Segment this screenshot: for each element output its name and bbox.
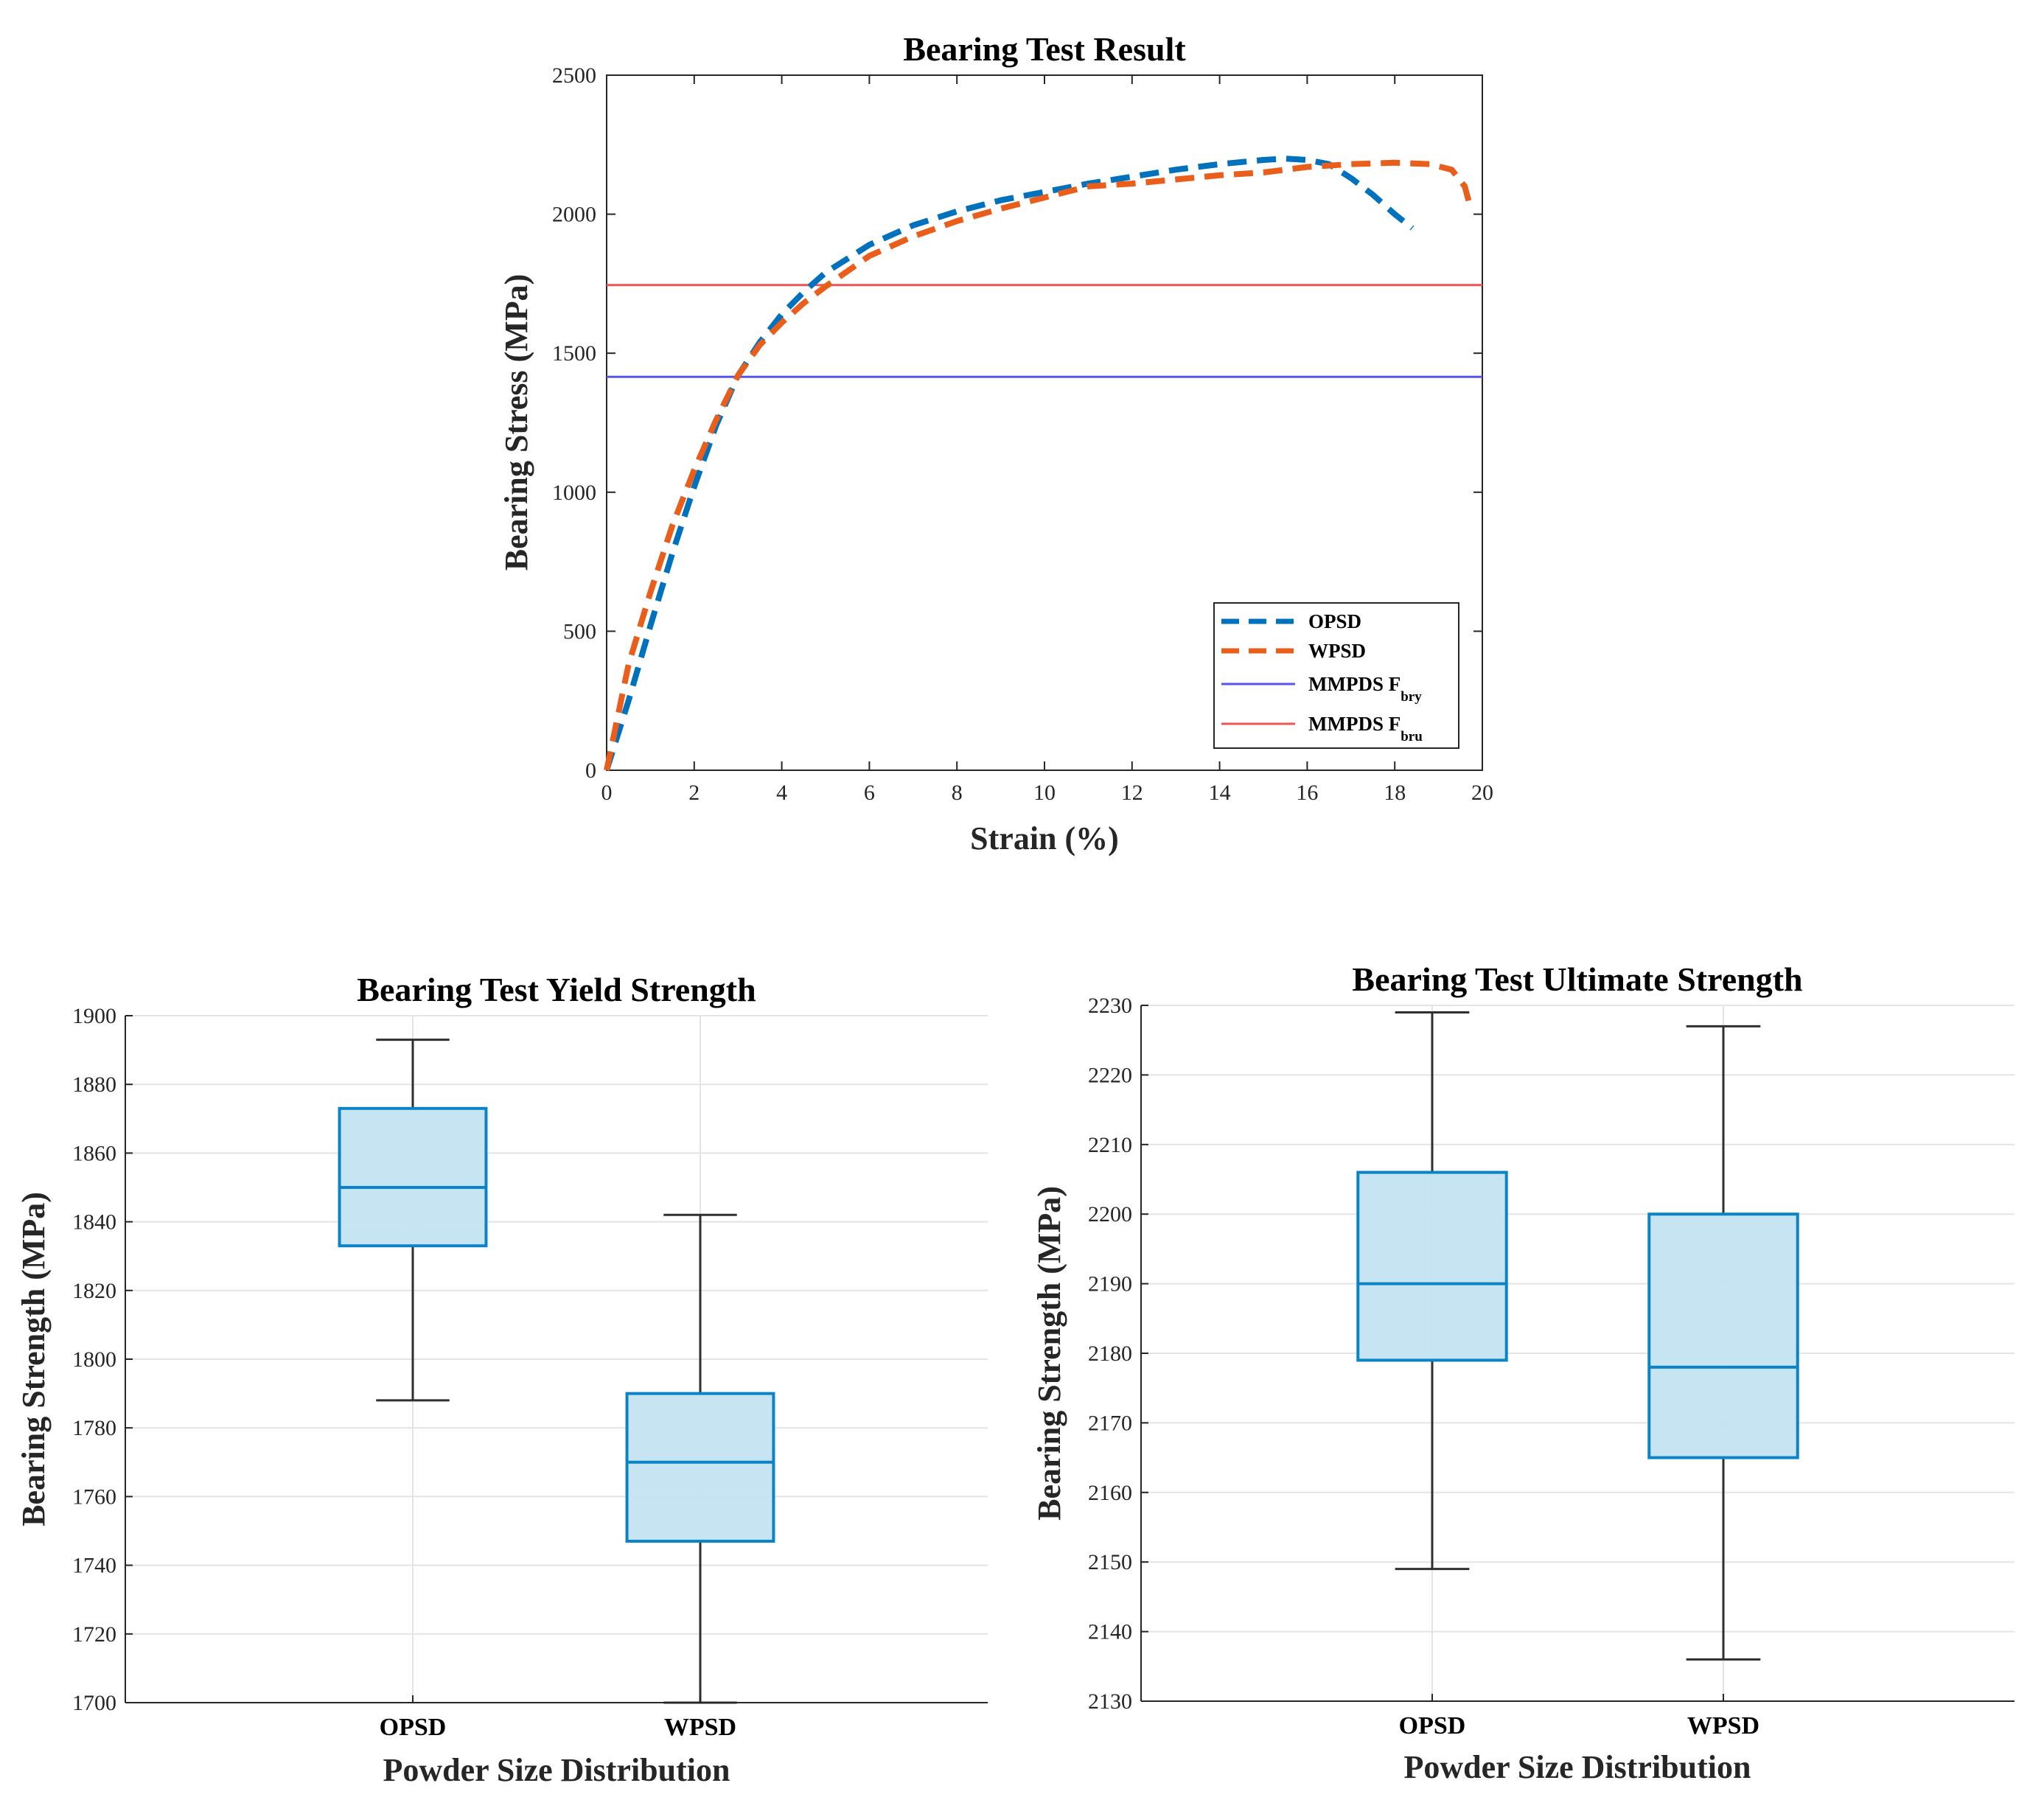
legend-fbru-label: MMPDS Fbru xyxy=(1308,713,1423,744)
legend-opsd-label: OPSD xyxy=(1308,610,1361,632)
chart2-boxes xyxy=(338,1039,775,1704)
x-tick-label: 4 xyxy=(776,781,787,805)
chart3-title: Bearing Test Ultimate Strength xyxy=(1352,960,1802,998)
y-tick-label: 1860 xyxy=(72,1141,116,1165)
box-wpsd xyxy=(625,1213,775,1704)
x-tick-label: 20 xyxy=(1471,781,1493,805)
y-tick-label: 1500 xyxy=(552,341,596,366)
chart2-ticks: 1700 1720 1740 1760 1780 1800 1820 1840 1860 1880… xyxy=(72,1004,736,1741)
iqr-box xyxy=(338,1106,488,1248)
x-tick-label: 10 xyxy=(1033,781,1056,805)
legend-fbry-sub: bry xyxy=(1401,689,1422,705)
chart3-x-axis-label: Powder Size Distribution xyxy=(1404,1749,1751,1785)
chart3-ticks: 2130 2140 2150 2160 2170 2180 2190 2200 2210 2220… xyxy=(1088,994,1759,1740)
iqr-box xyxy=(625,1392,775,1543)
legend-fbru-sub: bru xyxy=(1401,729,1423,744)
chart1-legend: OPSD WPSD MMPDS Fbry MMPDS Fbru xyxy=(1213,602,1459,749)
y-tick-label: 1880 xyxy=(72,1072,116,1097)
y-tick-label: 2230 xyxy=(1088,994,1132,1018)
y-tick-label: 2160 xyxy=(1088,1481,1132,1505)
x-tick-label: WPSD xyxy=(664,1714,736,1741)
yield-strength-boxplot: Bearing Test Yield Strength 1700 1720 1740… xyxy=(15,971,988,1788)
chart1-y-axis-label: Bearing Stress (MPa) xyxy=(498,274,534,570)
y-tick-label: 2500 xyxy=(552,63,596,88)
chart2-title: Bearing Test Yield Strength xyxy=(357,971,756,1008)
wpsd-series-line xyxy=(604,159,1473,771)
y-tick-label: 2000 xyxy=(552,203,596,227)
legend-fbru-name: MMPDS F xyxy=(1308,713,1401,735)
chart1-title: Bearing Test Result xyxy=(903,30,1186,68)
y-tick-label: 1000 xyxy=(552,481,596,505)
x-tick-label: 0 xyxy=(601,781,613,805)
y-tick-label: 1700 xyxy=(72,1691,116,1715)
opsd-series-line xyxy=(604,156,1415,772)
box-wpsd xyxy=(1647,1025,1799,1661)
box-opsd xyxy=(338,1039,488,1402)
y-tick-label: 1740 xyxy=(72,1554,116,1578)
ultimate-strength-boxplot: Bearing Test Ultimate Strength 213021402… xyxy=(1031,960,2015,1785)
y-tick-label: 2190 xyxy=(1088,1272,1132,1297)
x-tick-label: 16 xyxy=(1296,781,1318,805)
chart1-series xyxy=(604,156,1482,772)
x-tick-label: OPSD xyxy=(380,1714,447,1741)
y-tick-label: 1900 xyxy=(72,1004,116,1028)
box-opsd xyxy=(1356,1011,1508,1571)
y-tick-label: 1780 xyxy=(72,1416,116,1440)
chart3-boxes xyxy=(1356,1011,1799,1661)
chart3-y-axis-label: Bearing Strength (MPa) xyxy=(1031,1186,1067,1521)
y-tick-label: 2210 xyxy=(1088,1133,1132,1157)
y-tick-label: 2170 xyxy=(1088,1411,1132,1435)
x-tick-label: 18 xyxy=(1384,781,1406,805)
y-tick-label: 2180 xyxy=(1088,1341,1132,1366)
x-tick-label: 8 xyxy=(952,781,963,805)
y-tick-label: 2140 xyxy=(1088,1620,1132,1644)
y-tick-label: 2150 xyxy=(1088,1550,1132,1574)
x-tick-label: 6 xyxy=(864,781,875,805)
chart2-y-axis-label: Bearing Strength (MPa) xyxy=(15,1192,52,1526)
y-tick-label: 2200 xyxy=(1088,1202,1132,1226)
y-tick-label: 1800 xyxy=(72,1347,116,1372)
x-tick-label: 14 xyxy=(1209,781,1231,805)
legend-fbry-label: MMPDS Fbry xyxy=(1308,673,1422,705)
y-tick-label: 2130 xyxy=(1088,1689,1132,1714)
y-tick-label: 2220 xyxy=(1088,1063,1132,1087)
y-tick-label: 1720 xyxy=(72,1622,116,1647)
legend-fbry-name: MMPDS F xyxy=(1308,673,1401,695)
x-tick-label: 2 xyxy=(688,781,700,805)
chart1-x-axis-label: Strain (%) xyxy=(970,820,1119,856)
iqr-box xyxy=(1356,1170,1508,1362)
chart2-x-axis-label: Powder Size Distribution xyxy=(383,1752,730,1788)
x-tick-label: WPSD xyxy=(1687,1712,1759,1740)
bearing-test-result-chart: Bearing Test Result 0 2 4 6 8 10 12 14 16 18 20 0 50… xyxy=(498,30,1493,856)
x-tick-label: 12 xyxy=(1121,781,1143,805)
legend-wpsd-label: WPSD xyxy=(1308,640,1366,662)
y-tick-label: 1820 xyxy=(72,1279,116,1303)
y-tick-label: 0 xyxy=(585,758,596,783)
x-tick-label: OPSD xyxy=(1399,1712,1466,1740)
y-tick-label: 500 xyxy=(563,619,596,643)
chart2-grid xyxy=(125,1015,988,1703)
y-tick-label: 1760 xyxy=(72,1484,116,1509)
y-tick-label: 1840 xyxy=(72,1210,116,1235)
chart1-ticks: 0 2 4 6 8 10 12 14 16 18 20 0 500 1000 1500 2000 2500 xyxy=(552,63,1493,805)
iqr-box xyxy=(1647,1212,1799,1459)
